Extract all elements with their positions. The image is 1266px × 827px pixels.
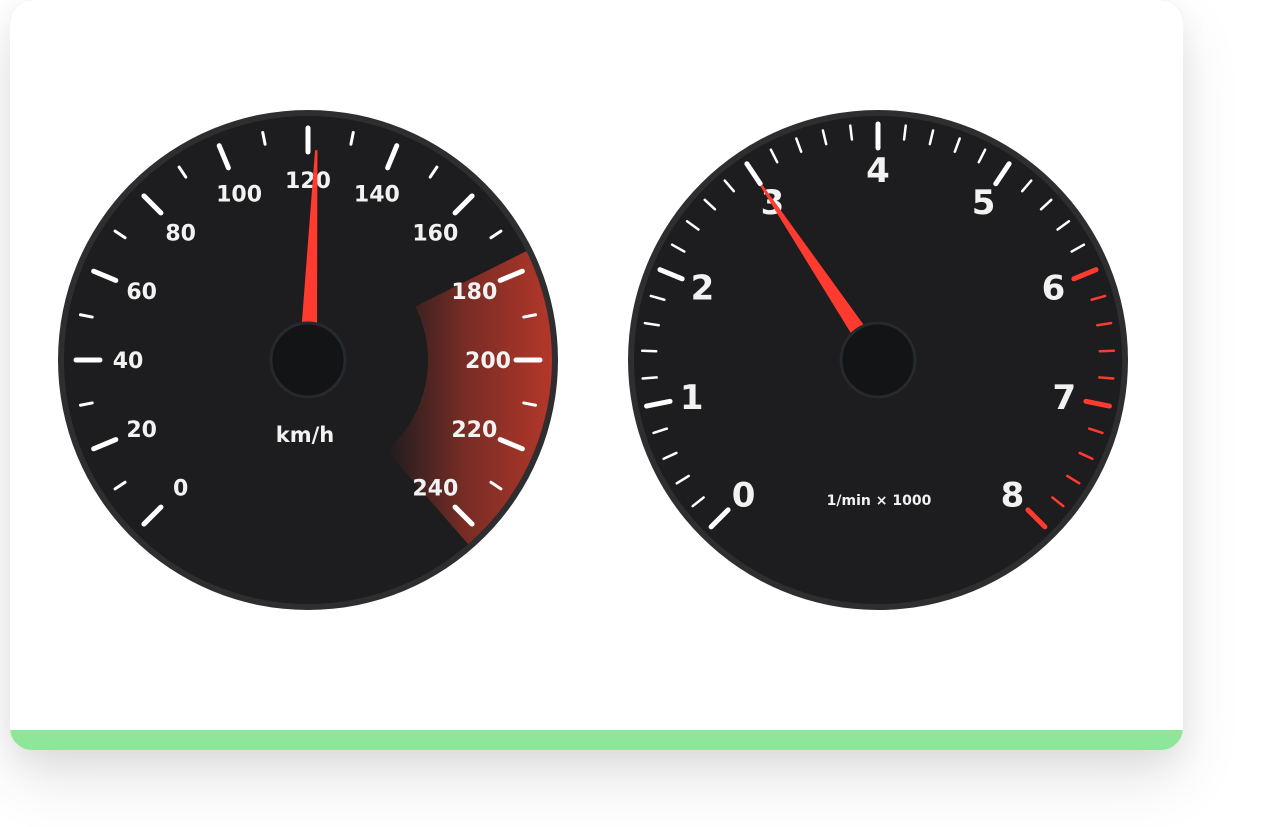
speed-label-0: 0	[173, 476, 188, 501]
rpm-label-7: 7	[1052, 378, 1076, 418]
minor-tick	[723, 179, 736, 193]
major-tick	[1025, 507, 1048, 530]
minor-tick	[78, 401, 94, 407]
rpm-label-1: 1	[680, 378, 704, 418]
minor-tick	[78, 313, 94, 319]
minor-tick	[928, 129, 935, 146]
speed-label-220: 220	[451, 418, 497, 443]
minor-tick	[428, 165, 439, 179]
minor-tick	[652, 427, 669, 435]
major-tick	[385, 143, 400, 171]
speed-label-60: 60	[126, 280, 157, 305]
minor-tick	[1090, 294, 1107, 301]
speedometer-unit-label: km/h	[276, 423, 334, 447]
tachometer-hub	[839, 321, 917, 399]
rpm-label-2: 2	[691, 268, 715, 308]
minor-tick	[522, 401, 538, 407]
minor-tick	[1051, 496, 1065, 508]
speedometer-scale-labels: 0 20 40 60 80 100 120 140 160 180 200 22…	[113, 169, 511, 501]
major-tick	[216, 143, 231, 171]
minor-tick	[177, 165, 188, 179]
speedometer-hub	[269, 321, 347, 399]
minor-tick	[675, 474, 690, 485]
tachometer-ticks	[640, 121, 1116, 530]
minor-tick	[977, 148, 987, 164]
minor-tick	[1066, 474, 1081, 485]
minor-tick	[1020, 179, 1033, 193]
major-tick	[644, 398, 673, 409]
minor-tick	[703, 198, 717, 211]
speed-label-140: 140	[354, 183, 400, 208]
minor-tick	[691, 496, 705, 508]
major-tick	[1071, 267, 1099, 282]
rpm-label-4: 4	[866, 151, 890, 191]
tachometer-needle	[760, 184, 886, 365]
major-tick	[1083, 398, 1112, 409]
speedometer-redzone	[386, 248, 552, 549]
speed-label-200: 200	[465, 349, 511, 374]
minor-tick	[1087, 427, 1104, 435]
rpm-label-5: 5	[972, 183, 996, 223]
minor-tick	[113, 480, 127, 491]
minor-tick	[1078, 451, 1094, 461]
major-tick	[497, 268, 525, 283]
major-tick	[744, 161, 763, 187]
minor-tick	[522, 313, 538, 319]
minor-tick	[1098, 376, 1115, 380]
minor-tick	[489, 480, 503, 491]
speed-label-40: 40	[113, 349, 144, 374]
major-tick	[91, 437, 119, 452]
speed-label-80: 80	[165, 222, 196, 247]
major-tick	[708, 507, 731, 530]
minor-tick	[1056, 220, 1071, 231]
major-tick	[141, 504, 164, 527]
minor-tick	[640, 349, 658, 353]
minor-tick	[1098, 349, 1116, 353]
minor-tick	[649, 294, 666, 301]
rpm-label-0: 0	[732, 475, 756, 515]
major-tick	[452, 504, 475, 527]
speedometer-ticks	[73, 125, 543, 527]
minor-tick	[953, 137, 961, 153]
minor-tick	[643, 321, 660, 327]
minor-tick	[795, 137, 803, 153]
major-tick	[993, 161, 1012, 187]
major-tick	[497, 437, 525, 452]
speed-label-120: 120	[285, 169, 331, 194]
major-tick	[452, 193, 475, 216]
speedometer-needle	[299, 150, 318, 361]
minor-tick	[113, 229, 127, 240]
minor-tick	[849, 124, 854, 141]
minor-tick	[1039, 198, 1053, 211]
major-tick	[91, 268, 119, 283]
tachometer-scale-labels: 0 1 2 3 4 5 6 7 8	[680, 151, 1076, 515]
tachometer-unit-label: 1/min × 1000	[827, 493, 932, 509]
minor-tick	[489, 229, 503, 240]
speed-label-160: 160	[412, 222, 458, 247]
minor-tick	[902, 124, 907, 141]
minor-tick	[641, 376, 658, 380]
speed-label-20: 20	[126, 418, 157, 443]
rpm-label-8: 8	[1001, 475, 1025, 515]
minor-tick	[1070, 243, 1086, 253]
minor-tick	[1096, 321, 1113, 327]
rpm-label-6: 6	[1042, 268, 1066, 308]
major-tick	[657, 267, 685, 282]
minor-tick	[769, 148, 779, 164]
minor-tick	[662, 451, 678, 461]
speed-label-100: 100	[216, 183, 262, 208]
minor-tick	[349, 130, 355, 146]
speed-label-240: 240	[412, 476, 458, 501]
speed-label-180: 180	[451, 280, 497, 305]
minor-tick	[261, 130, 267, 146]
major-tick	[141, 193, 164, 216]
minor-tick	[821, 129, 828, 146]
minor-tick	[670, 243, 686, 253]
minor-tick	[685, 220, 700, 231]
